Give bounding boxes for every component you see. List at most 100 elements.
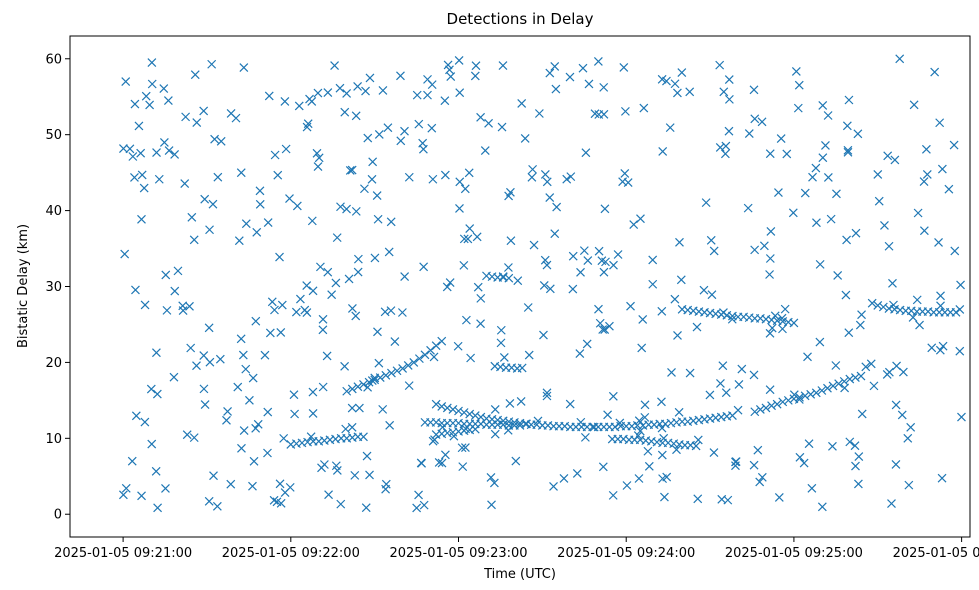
data-point <box>431 341 441 351</box>
data-point <box>359 432 368 442</box>
data-point <box>423 90 432 100</box>
data-point <box>464 168 474 178</box>
data-point <box>207 59 217 69</box>
data-point <box>164 146 174 156</box>
data-point <box>529 240 539 250</box>
data-point <box>520 134 530 143</box>
data-point <box>540 255 550 265</box>
data-point <box>644 461 654 471</box>
data-point <box>657 306 667 316</box>
data-point <box>208 199 218 209</box>
data-point <box>565 72 575 82</box>
data-point <box>347 384 357 394</box>
data-point <box>153 503 163 513</box>
data-point <box>721 388 731 398</box>
data-point <box>212 501 222 511</box>
data-point <box>118 490 128 500</box>
data-point <box>350 470 360 480</box>
chart-title: Detections in Delay <box>447 10 594 28</box>
data-point <box>347 304 357 313</box>
data-point <box>238 350 248 360</box>
data-point <box>595 318 605 328</box>
data-point <box>390 337 400 347</box>
data-point <box>615 418 625 428</box>
data-point <box>449 431 459 441</box>
data-point <box>209 471 218 481</box>
data-point <box>956 280 965 290</box>
data-point <box>950 246 960 256</box>
data-point <box>618 177 628 187</box>
data-point <box>522 419 531 429</box>
data-point <box>576 417 586 427</box>
data-point <box>639 103 649 113</box>
data-point <box>724 126 734 136</box>
data-point <box>497 122 507 132</box>
data-point <box>506 236 516 246</box>
data-point <box>919 177 929 186</box>
data-point <box>677 68 687 77</box>
data-point <box>471 61 481 71</box>
data-point <box>912 295 922 305</box>
data-point <box>459 408 469 417</box>
data-point <box>347 165 357 175</box>
data-point <box>294 101 304 111</box>
data-point <box>181 112 191 122</box>
data-point <box>832 189 841 199</box>
data-point <box>707 290 717 300</box>
data-point <box>765 270 775 279</box>
data-point <box>766 227 776 236</box>
data-point <box>511 456 521 466</box>
data-point <box>461 315 471 325</box>
data-point <box>170 286 180 296</box>
data-point <box>883 151 893 161</box>
data-point <box>891 400 901 410</box>
data-point <box>857 310 866 320</box>
data-point <box>136 148 146 158</box>
data-point <box>127 456 137 466</box>
data-point <box>307 216 317 226</box>
data-point <box>626 301 635 311</box>
data-point <box>466 353 476 363</box>
data-point <box>442 282 452 292</box>
data-point <box>716 378 725 388</box>
data-point <box>782 149 792 159</box>
data-point <box>187 212 197 222</box>
data-point <box>332 233 342 243</box>
data-point <box>720 149 730 159</box>
data-point <box>774 188 783 197</box>
data-point <box>344 274 354 284</box>
data-point <box>416 458 426 468</box>
data-point <box>397 308 407 317</box>
data-point <box>180 179 190 189</box>
data-point <box>367 174 377 184</box>
data-point <box>440 170 450 180</box>
data-point <box>855 320 865 330</box>
data-point <box>361 86 370 96</box>
data-point <box>757 472 767 482</box>
data-point <box>249 456 259 466</box>
data-point <box>808 172 817 182</box>
data-point <box>470 71 480 81</box>
data-point <box>130 99 140 109</box>
data-point <box>608 490 618 500</box>
data-point <box>496 325 506 335</box>
data-point <box>347 403 357 413</box>
data-point <box>767 401 776 411</box>
data-point <box>676 275 686 285</box>
data-point <box>222 415 231 425</box>
data-point <box>414 119 424 129</box>
data-point <box>643 446 653 456</box>
data-point <box>139 183 149 193</box>
data-point <box>545 68 555 78</box>
data-point <box>215 354 225 364</box>
data-point <box>562 174 572 184</box>
data-point <box>490 405 500 414</box>
data-point <box>776 134 786 144</box>
data-point <box>470 424 480 434</box>
data-point <box>603 410 613 420</box>
data-point <box>489 478 499 488</box>
data-point <box>170 150 180 159</box>
data-point <box>767 323 777 333</box>
x-tick-label: 2025-01-05 09:24:00 <box>557 546 695 561</box>
data-point <box>437 458 447 468</box>
